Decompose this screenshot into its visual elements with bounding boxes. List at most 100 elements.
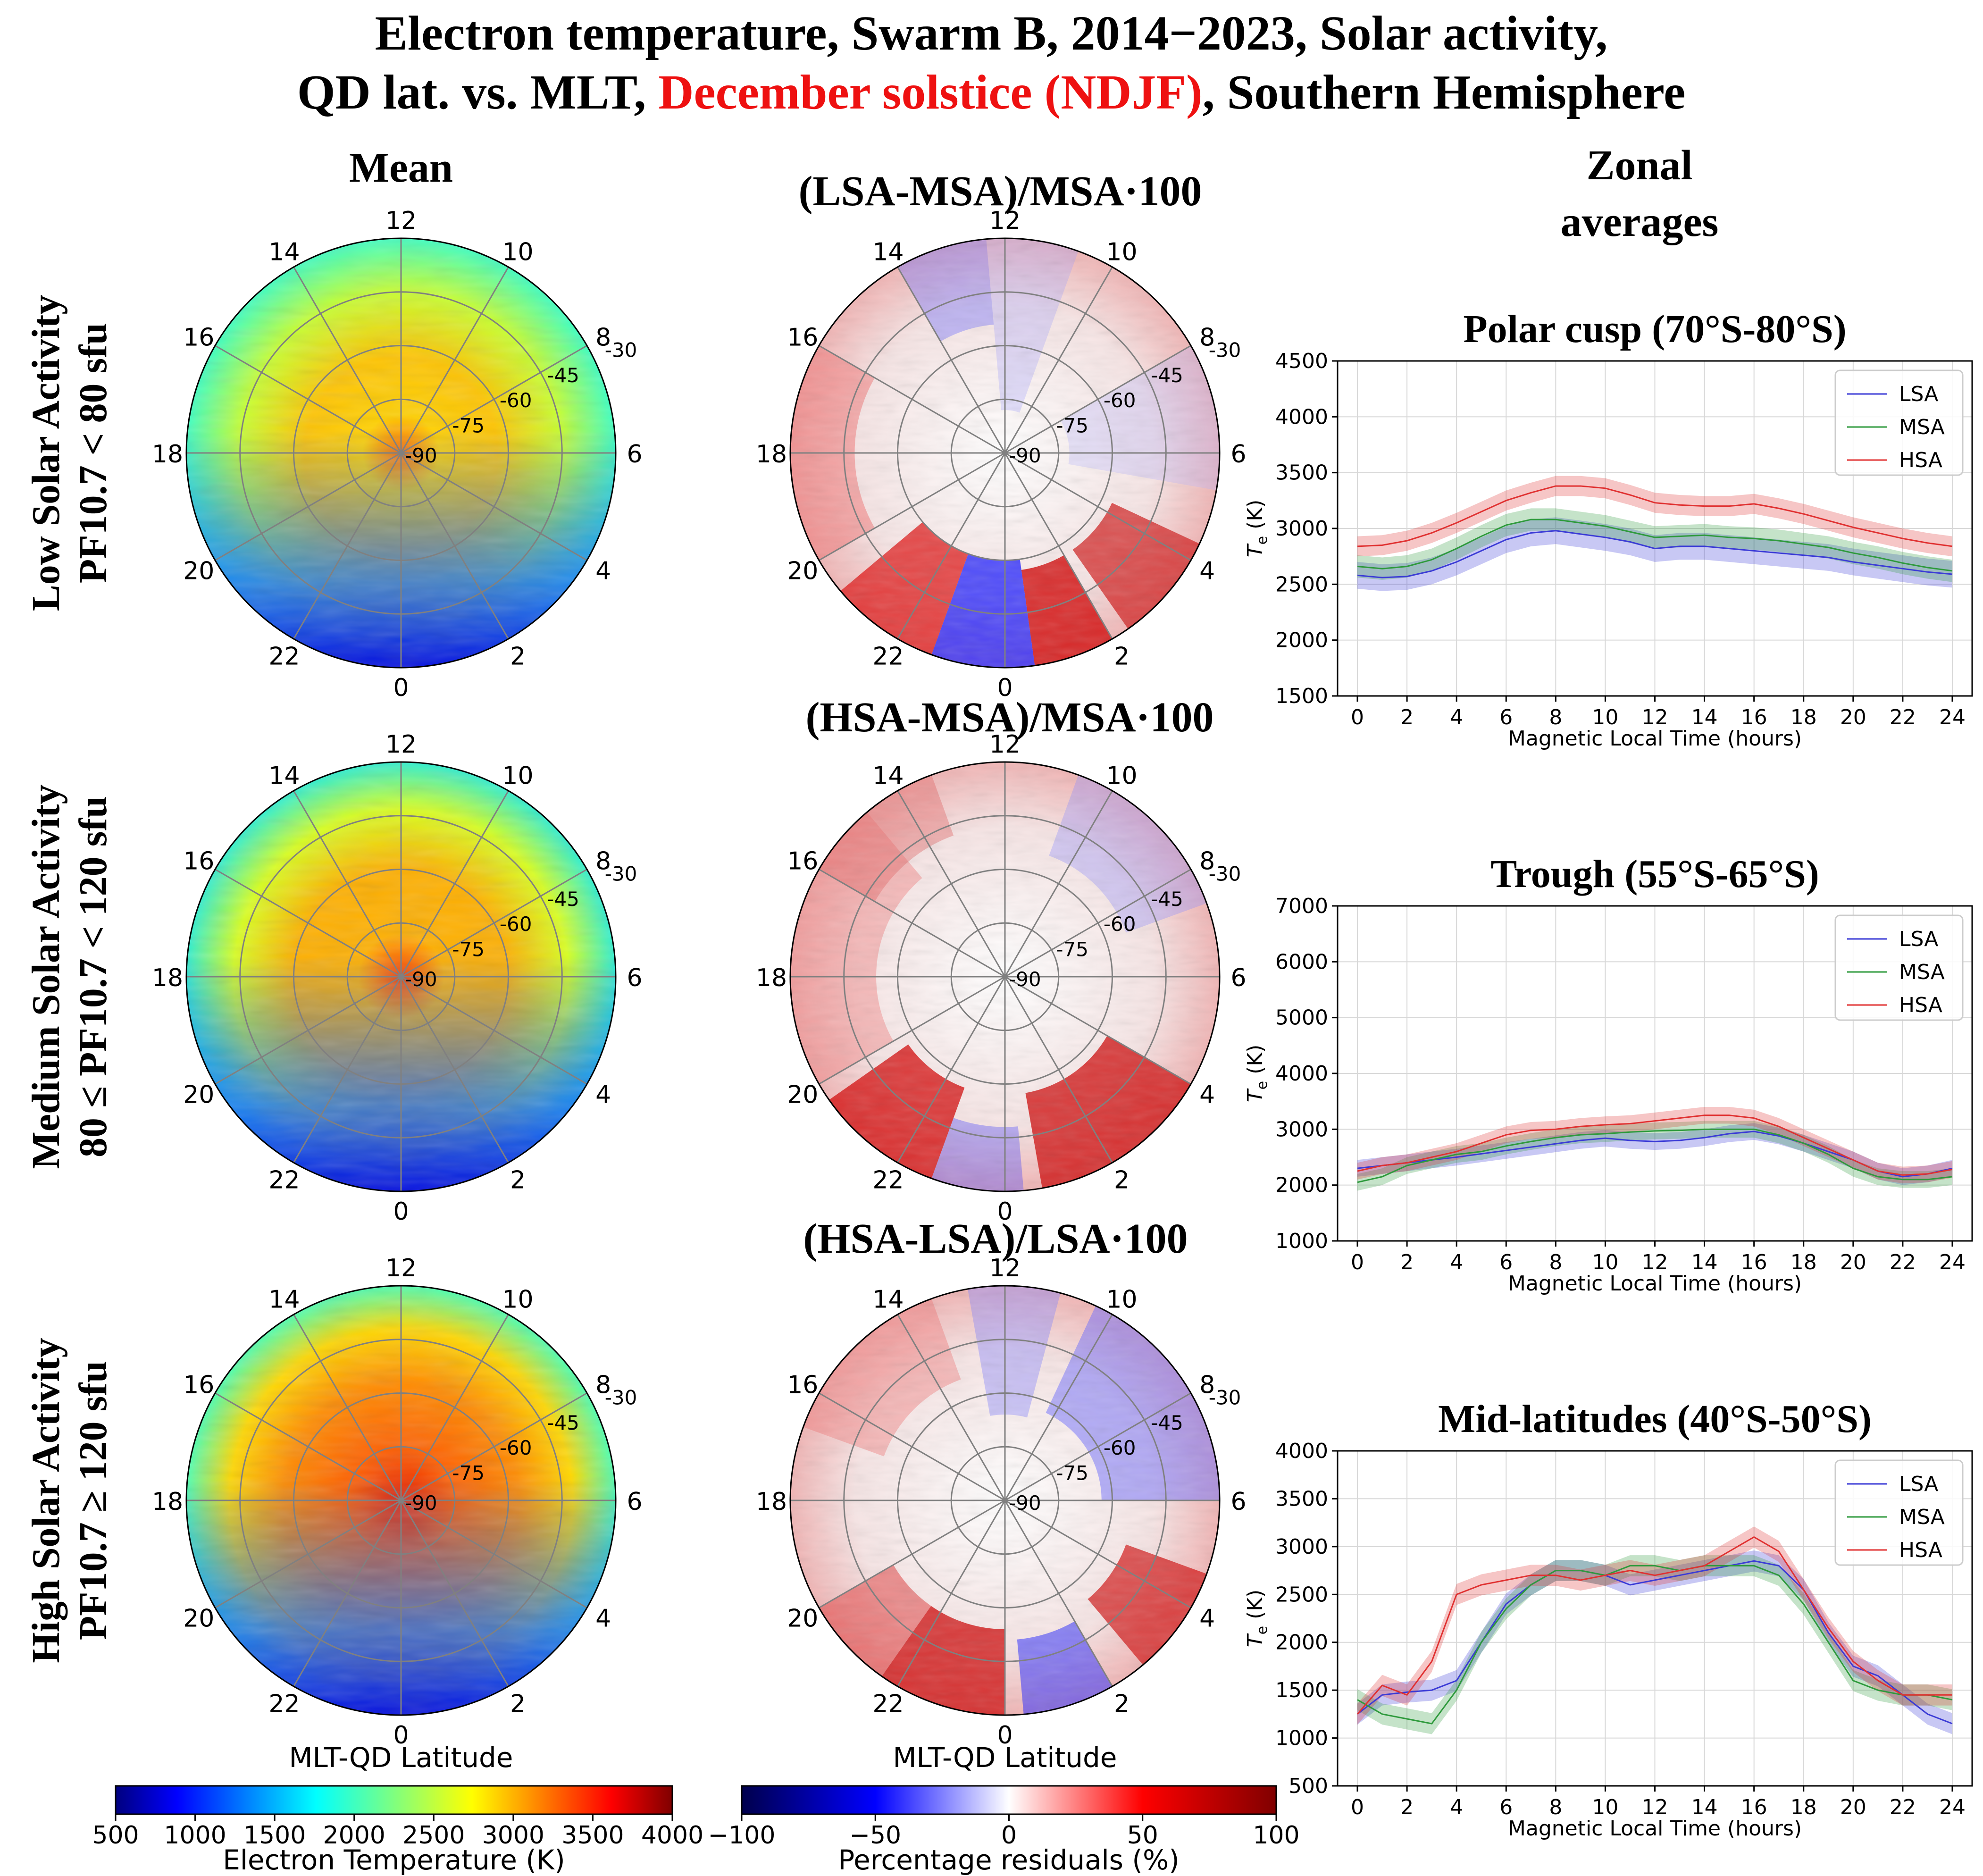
x-tick-label: 0 xyxy=(1351,1250,1364,1274)
polar-grid-spoke xyxy=(400,267,509,453)
colorbar-tick-label: 1500 xyxy=(243,1821,306,1850)
colorbar-tick-label: 2000 xyxy=(323,1821,385,1850)
polar-mlt-label: 0 xyxy=(393,1721,409,1750)
y-tick-label: 5000 xyxy=(1275,1006,1328,1030)
polar-grid-spoke xyxy=(293,790,402,977)
polar-lat-label: -90 xyxy=(405,968,437,991)
line-chart-title: Mid-latitudes (40°S-50°S) xyxy=(1438,1397,1872,1441)
polar-mlt-label: 20 xyxy=(787,557,818,586)
polar-mlt-label: 20 xyxy=(787,1605,818,1633)
y-tick-label: 4000 xyxy=(1275,1062,1328,1086)
series-line-lsa xyxy=(1357,530,1953,578)
y-axis-label: Te (K) xyxy=(1243,500,1271,558)
x-tick-label: 18 xyxy=(1791,1250,1817,1274)
polar-grid-spoke xyxy=(897,267,1006,453)
residual-title-hsa-msa: (HSA-MSA)/MSA·100 xyxy=(806,694,1214,741)
x-tick-label: 18 xyxy=(1791,705,1817,729)
polar-lat-label: -90 xyxy=(1009,444,1041,467)
polar-mlt-label: 10 xyxy=(1106,238,1137,266)
polar-mlt-label: 4 xyxy=(1199,557,1215,586)
y-axis-label-symbol: T xyxy=(1243,543,1267,557)
column-title-zonal-line2: averages xyxy=(1561,199,1719,245)
legend-label-hsa: HSA xyxy=(1899,993,1942,1017)
title-line2: QD lat. vs. MLT, December solstice (NDJF… xyxy=(297,65,1686,119)
polar-grid-spoke xyxy=(1004,267,1113,453)
polar-outer-ring xyxy=(185,1285,617,1716)
polar-grid-spoke xyxy=(819,345,1005,454)
series-band-hsa xyxy=(1357,476,1952,557)
x-tick-label: 8 xyxy=(1549,1250,1562,1274)
line-chart-trough: Trough (55°S-65°S)0 2 4 6 8 10 12 14 16 18 20 22 241… xyxy=(1243,852,1973,1296)
colorbar-tick-label: 500 xyxy=(92,1821,139,1850)
polar-grid-spoke xyxy=(897,452,1006,639)
residual-polar-0: 12 14 16 18 20 22 0 2 4 6 8 10 -90 -75 -60 -45 -30 xyxy=(756,207,1247,702)
polar-grid-spoke xyxy=(897,976,1006,1163)
x-tick-label: 16 xyxy=(1741,705,1767,729)
polar-grid-spoke xyxy=(1004,1314,1113,1501)
colorbar-residual-label: Percentage residuals (%) xyxy=(838,1844,1180,1876)
polar-outer-ring xyxy=(185,761,617,1192)
x-tick-label: 2 xyxy=(1400,1250,1414,1274)
polar-outer-ring xyxy=(789,237,1221,669)
x-tick-label: 22 xyxy=(1890,1250,1916,1274)
colorbar-tick-label: 2500 xyxy=(402,1821,465,1850)
x-tick-label: 22 xyxy=(1890,705,1916,729)
y-axis-label: Te (K) xyxy=(1243,1590,1271,1648)
polar-mlt-label: 20 xyxy=(183,557,214,586)
polar-grid-spoke xyxy=(1004,976,1191,1085)
x-tick-label: 24 xyxy=(1939,705,1966,729)
legend-label-msa: MSA xyxy=(1899,960,1945,984)
polar-mlt-label: 16 xyxy=(183,324,214,352)
x-tick-label: 8 xyxy=(1549,1795,1562,1819)
x-tick-label: 12 xyxy=(1642,705,1668,729)
y-tick-label: 3000 xyxy=(1275,1117,1328,1141)
polar-mlt-label: 6 xyxy=(627,440,642,469)
x-tick-label: 16 xyxy=(1741,1795,1767,1819)
x-tick-label: 20 xyxy=(1840,705,1866,729)
polar-mlt-label: 2 xyxy=(1114,1690,1130,1718)
polar-mlt-label: 8 xyxy=(595,847,611,876)
polar-grid-spoke xyxy=(400,452,509,639)
colorbar-tick-label: 50 xyxy=(1127,1821,1158,1850)
legend-label-lsa: LSA xyxy=(1899,927,1938,951)
polar-mlt-label: 18 xyxy=(756,964,787,992)
x-axis-label: Magnetic Local Time (hours) xyxy=(1508,1817,1802,1841)
polar-lat-label: -75 xyxy=(452,1462,485,1485)
polar-mlt-label: 12 xyxy=(385,730,417,759)
legend: LSA MSA HSA xyxy=(1834,369,1964,476)
legend-box xyxy=(1834,914,1964,1021)
x-tick-label: 2 xyxy=(1400,705,1414,729)
y-tick-label: 7000 xyxy=(1275,894,1328,918)
polar-mlt-label: 18 xyxy=(152,1488,183,1516)
x-tick-label: 4 xyxy=(1450,1250,1463,1274)
polar-mlt-label: 18 xyxy=(756,440,787,469)
zonal-average-charts: Polar cusp (70°S-80°S)0 2 4 6 8 10 12 14 16 18 20 2… xyxy=(1243,307,1973,1841)
series-line-msa xyxy=(1357,1128,1953,1183)
series-band-lsa xyxy=(1357,1123,1952,1185)
polar-grid-spoke xyxy=(401,1392,587,1501)
polar-mlt-label: 10 xyxy=(502,1285,533,1314)
x-tick-label: 14 xyxy=(1691,705,1718,729)
colorbar-temperature-label: Electron Temperature (K) xyxy=(223,1844,565,1876)
title-line2-prefix: QD lat. vs. MLT, xyxy=(297,65,659,119)
polar-mlt-label: 0 xyxy=(997,1198,1012,1226)
line-chart-title: Polar cusp (70°S-80°S) xyxy=(1463,307,1846,351)
polar-mlt-label: 14 xyxy=(872,762,904,790)
x-tick-label: 6 xyxy=(1499,705,1513,729)
column-title-zonal-line1: Zonal xyxy=(1586,142,1692,189)
y-axis-label-unit: (K) xyxy=(1243,1045,1267,1081)
polar-mlt-label: 0 xyxy=(393,1198,409,1226)
legend-label-msa: MSA xyxy=(1899,1505,1945,1529)
x-tick-label: 6 xyxy=(1499,1250,1513,1274)
polar-xlabel-mean: MLT-QD Latitude xyxy=(289,1742,513,1774)
polar-lat-label: -90 xyxy=(405,1491,437,1515)
x-tick-label: 14 xyxy=(1691,1250,1718,1274)
polar-mlt-label: 2 xyxy=(510,1166,526,1195)
colorbar-tick-label: 3500 xyxy=(561,1821,624,1850)
y-tick-label: 4000 xyxy=(1275,405,1328,429)
colorbar-tick-label: 0 xyxy=(1001,1821,1017,1850)
polar-mlt-label: 22 xyxy=(872,1166,904,1195)
colorbar-tick-label: −100 xyxy=(708,1821,776,1850)
colorbar-temperature-bar xyxy=(115,1785,673,1815)
x-tick-label: 4 xyxy=(1450,705,1463,729)
